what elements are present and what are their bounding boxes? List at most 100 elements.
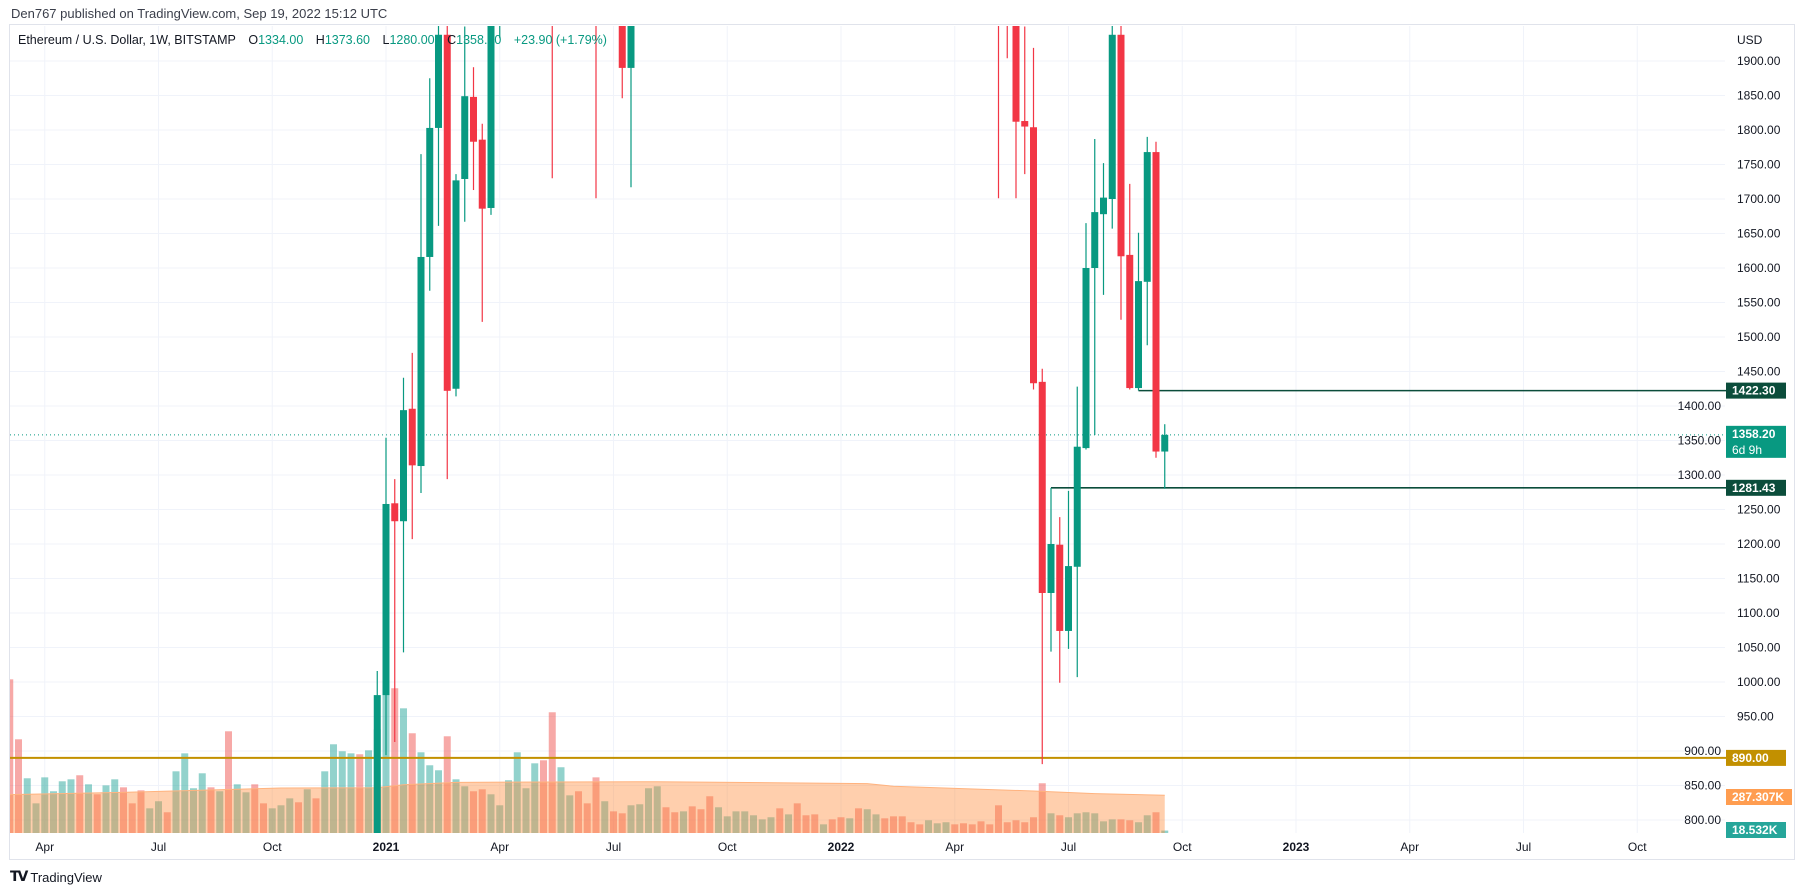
volume-bar [925, 820, 932, 833]
volume-bar [575, 791, 582, 833]
volume-bar [820, 824, 827, 833]
publisher-line: Den767 published on TradingView.com, Sep… [11, 6, 388, 21]
price-tick-label: 1450.00 [1737, 365, 1781, 379]
candle-body [461, 96, 469, 179]
volume-bar [190, 788, 197, 833]
volume-bar [435, 770, 442, 833]
volume-bar [1073, 813, 1081, 833]
time-tick-label: Apr [945, 840, 964, 854]
candle-body [417, 256, 425, 467]
volume-bar [548, 712, 556, 833]
legend-change: +23.90 [513, 33, 553, 47]
candle-body [1108, 34, 1116, 199]
volume-bar [898, 816, 906, 833]
volume-bar [303, 789, 311, 833]
volume-bar [356, 754, 364, 833]
volume-bar [146, 808, 154, 833]
volume-bar [811, 814, 819, 833]
volume-bar [592, 777, 600, 833]
price-tag-890.00: 890.00 [1732, 751, 1769, 765]
candle-body [435, 34, 442, 128]
candle-body [593, 0, 600, 13]
legend-symbol[interactable]: Ethereum / U.S. Dollar, 1W, BITSTAMP [18, 33, 236, 47]
volume-ma-tag: 287.307K [1732, 790, 1784, 804]
price-tick-label: 1500.00 [1737, 330, 1781, 344]
last-volume-tag: 18.532K [1732, 823, 1778, 837]
tradingview-logo-icon[interactable]: TV [10, 869, 28, 885]
candle-body [1065, 566, 1072, 631]
volume-bar [942, 822, 950, 833]
volume-bar [268, 808, 276, 833]
chart-legend: Ethereum / U.S. Dollar, 1W, BITSTAMP O 13… [18, 33, 607, 47]
volume-bar [207, 787, 215, 833]
price-tick-label: 1100.00 [1737, 606, 1780, 620]
volume-bar [1161, 830, 1169, 833]
price-axis[interactable]: USD 1900.00 1850.00 1800.00 1750.00 1700.00 16… [1678, 33, 1781, 827]
price-tick-label: 1650.00 [1737, 227, 1781, 241]
candle-body [1082, 268, 1090, 449]
legend-low-label: L [382, 33, 390, 47]
candle-body [627, 26, 635, 68]
price-tick-label: 1050.00 [1737, 641, 1781, 655]
volume-bar [470, 791, 477, 833]
price-tag-1281.43: 1281.43 [1732, 481, 1776, 495]
volume-bar [653, 786, 661, 833]
volume-ma-area [10, 781, 1165, 833]
volume-bar [198, 773, 206, 833]
volume-bar [216, 791, 224, 833]
volume-bar [513, 752, 521, 833]
candle-body [1012, 26, 1020, 122]
volume-bar [111, 779, 119, 833]
volume-bar [706, 796, 714, 833]
currency-label: USD [1737, 33, 1763, 47]
volume-bar [365, 750, 372, 833]
legend-open-label: O [248, 33, 259, 47]
time-tick-label: Oct [718, 840, 737, 854]
volume-bar [23, 778, 31, 833]
volume-bar [618, 813, 626, 833]
candle-body [478, 139, 486, 209]
time-axis[interactable]: Apr Jul Oct 2021 Apr Jul Oct 2022 Apr Jul Oct 2023 A… [35, 840, 1647, 854]
price-tick-label: 950.00 [1737, 710, 1774, 724]
candle-body [1056, 544, 1064, 631]
volume-bar [496, 805, 504, 833]
volume-bar [85, 784, 92, 833]
price-tick-label: 1350.00 [1678, 434, 1722, 448]
candle-body [408, 408, 416, 466]
volume-bar [391, 688, 399, 833]
volume-bar [627, 805, 635, 833]
price-tick-label: 1800.00 [1737, 123, 1781, 137]
time-tick-label: Oct [263, 840, 282, 854]
time-tick-label: Jul [151, 840, 166, 854]
volume-bar [15, 739, 22, 833]
volume-bar [102, 785, 110, 833]
volume-bar [1038, 783, 1046, 833]
volume-bar [295, 802, 302, 833]
volume-bar [968, 824, 976, 833]
volume-bar [478, 789, 486, 833]
candle-body [1152, 152, 1160, 452]
candle-body [452, 180, 460, 389]
candle-body [1004, 0, 1011, 13]
time-tick-label: Jul [1061, 840, 1076, 854]
candle-body [1047, 544, 1055, 593]
price-tick-label: 1250.00 [1737, 503, 1781, 517]
volume-bar [277, 805, 285, 833]
brand-name[interactable]: TradingView [30, 869, 102, 885]
last-volume-tag-bg [1726, 822, 1786, 838]
volume-bar [723, 816, 731, 833]
volume-bar [400, 708, 407, 833]
price-tag-1422.30-bg [1726, 382, 1786, 399]
price-tick-label: 1200.00 [1737, 537, 1781, 551]
volume-bar [802, 815, 810, 833]
volume-bar [120, 787, 127, 833]
volume-bar [58, 781, 66, 833]
price-tick-label: 1550.00 [1737, 296, 1781, 310]
legend-high: 1373.60 [324, 33, 370, 47]
volume-bar [566, 795, 574, 833]
last-price-tag: 1358.20 [1732, 427, 1776, 441]
volume-bar [758, 819, 766, 833]
volume-bar [233, 784, 241, 833]
price-tick-label: 850.00 [1684, 779, 1721, 793]
